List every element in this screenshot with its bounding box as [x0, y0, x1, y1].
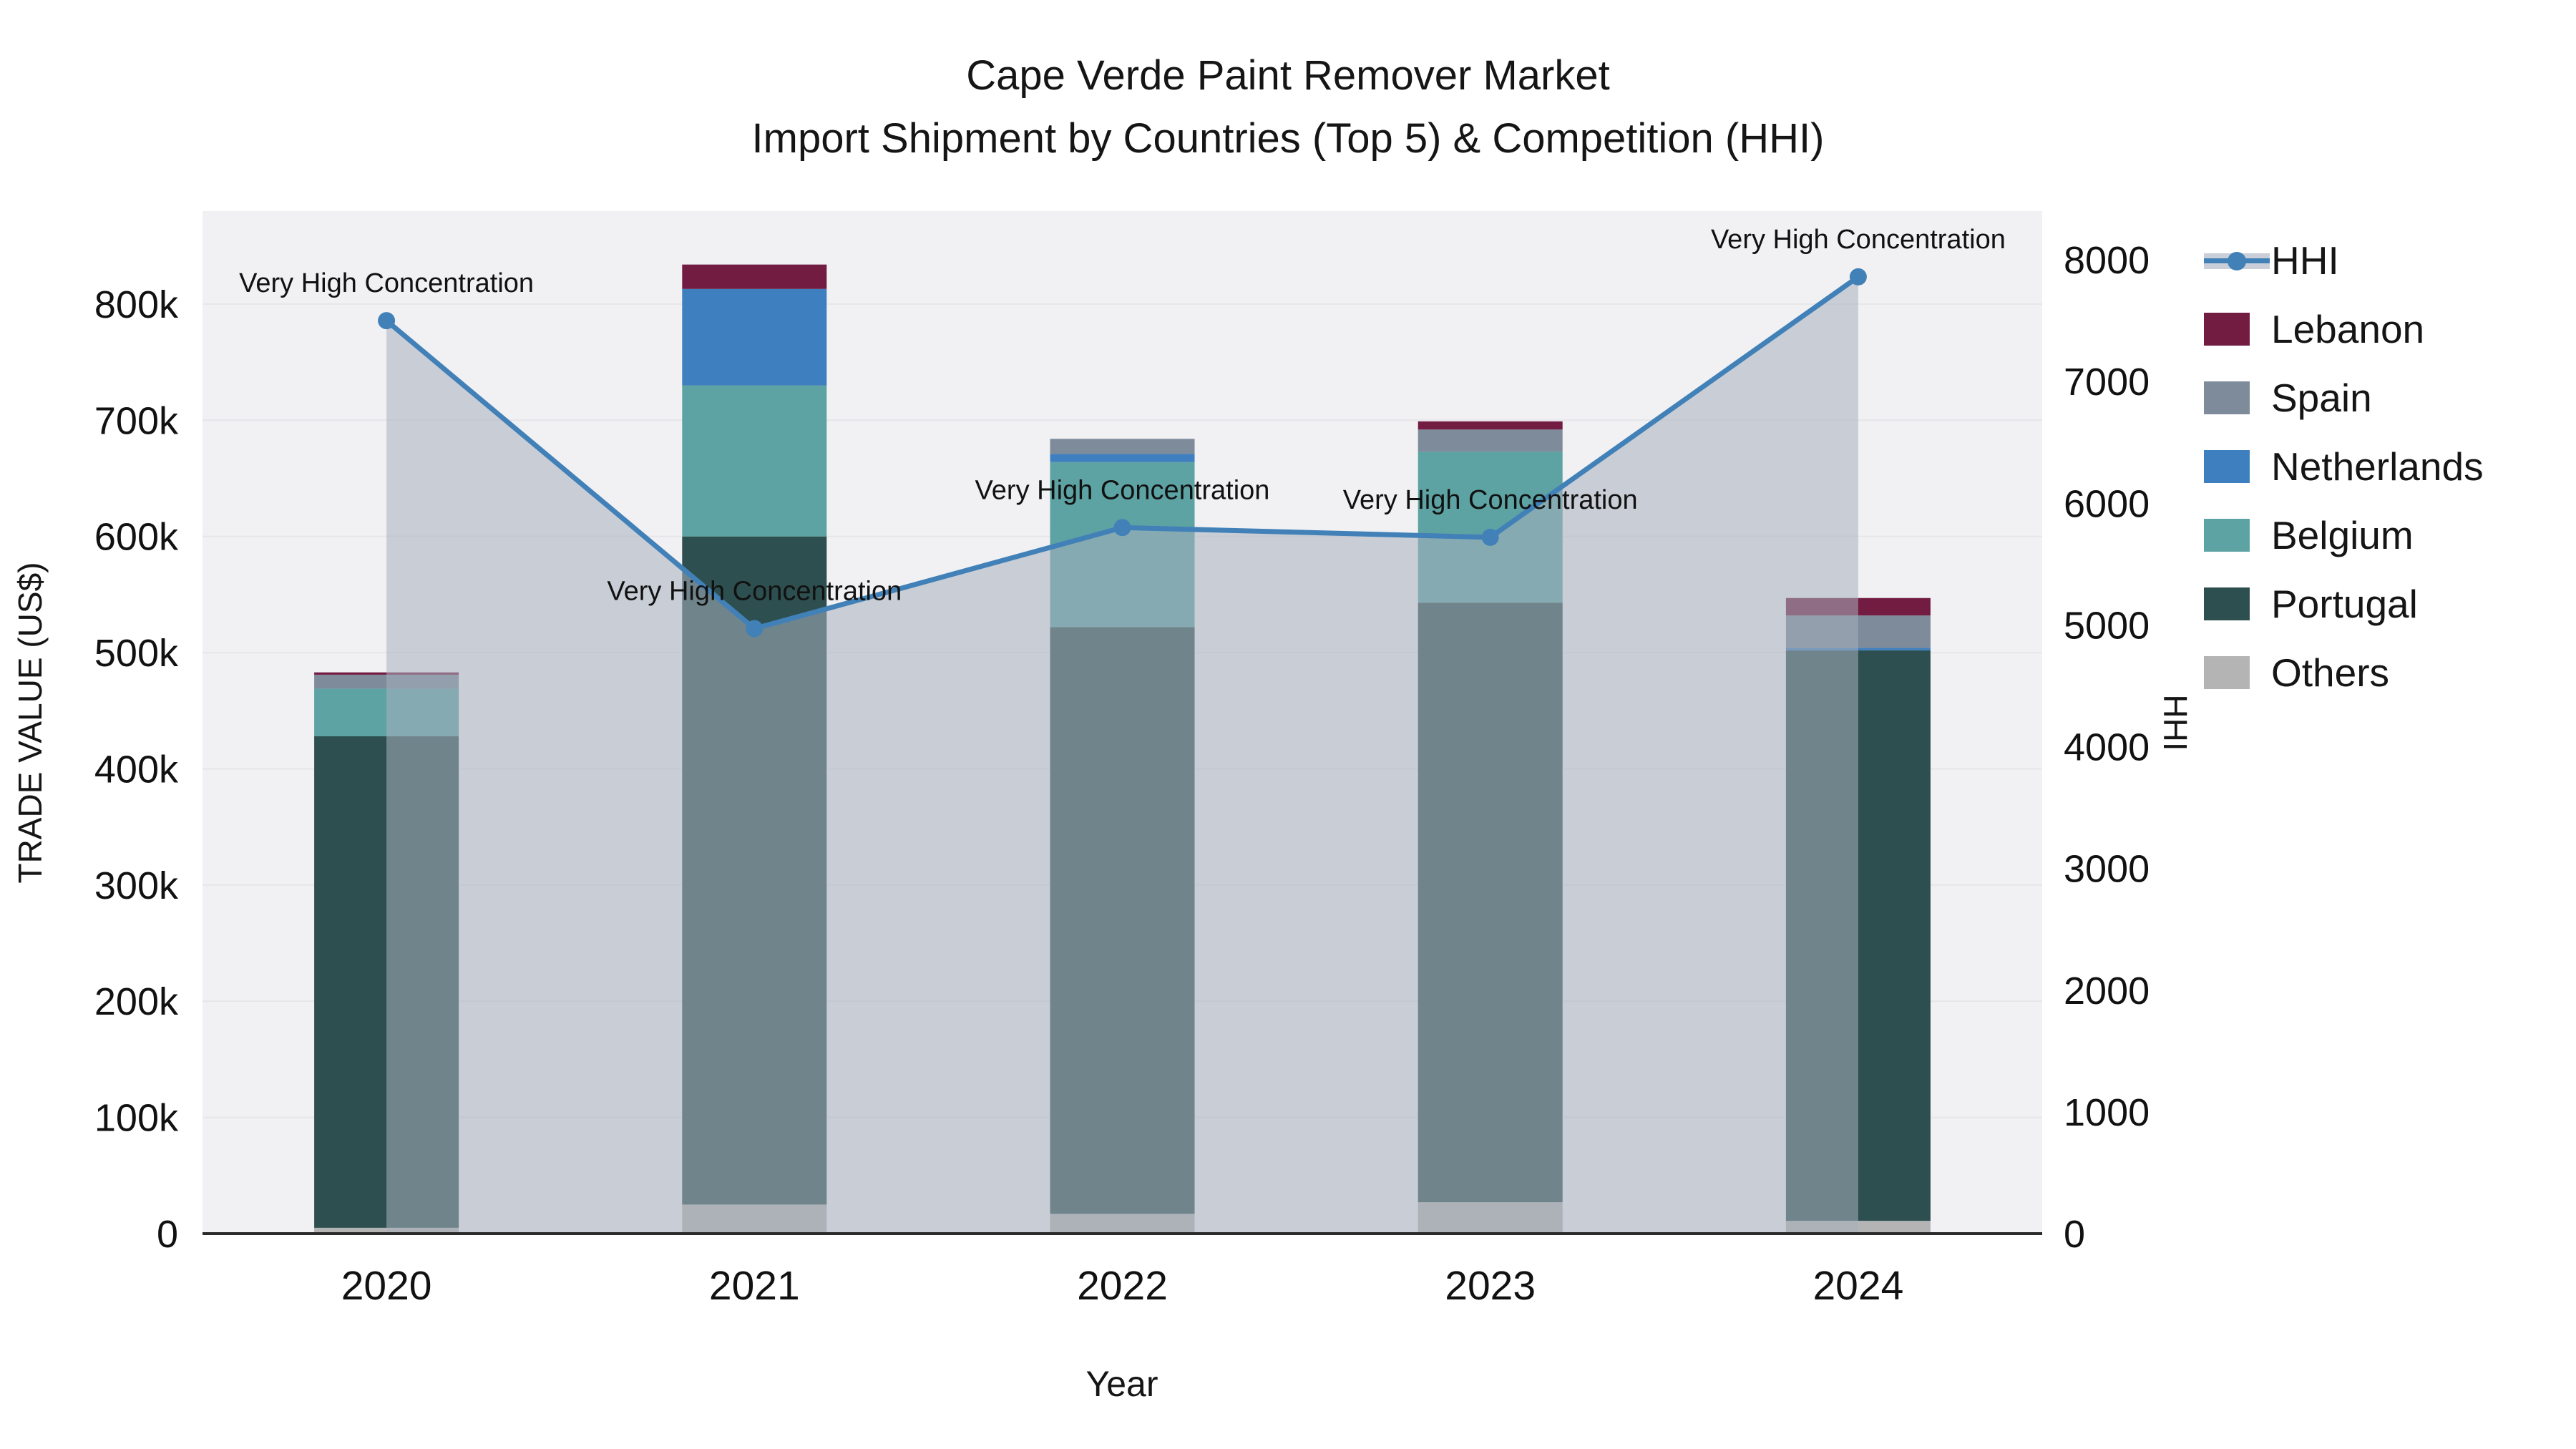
legend-label: Portugal [2271, 582, 2418, 626]
x-tick-2021: 2021 [709, 1263, 800, 1309]
legend-label: Netherlands [2271, 444, 2484, 489]
annotation-2024: Very High Concentration [1711, 225, 2006, 255]
y-right-tick: 1000 [2064, 1091, 2150, 1134]
legend-swatch-lebanon [2204, 313, 2250, 346]
y-left-tick: 200k [94, 980, 179, 1023]
legend-item-others[interactable]: Others [2204, 638, 2484, 707]
hhi-point-2024[interactable] [1849, 268, 1867, 286]
legend-item-netherlands[interactable]: Netherlands [2204, 432, 2484, 501]
legend-label: Belgium [2271, 513, 2414, 557]
legend-item-portugal[interactable]: Portugal [2204, 570, 2484, 638]
legend-label: HHI [2271, 238, 2339, 283]
bar-lebanon-2021[interactable] [682, 264, 827, 289]
x-tick-2023: 2023 [1445, 1263, 1536, 1309]
y-right-tick: 2000 [2064, 970, 2150, 1013]
annotation-2023: Very High Concentration [1343, 485, 1638, 515]
legend-item-belgium[interactable]: Belgium [2204, 501, 2484, 570]
y-axis-title-right: HHI [2157, 694, 2194, 751]
chart-title-line1: Cape Verde Paint Remover Market [966, 52, 1610, 99]
y-right-tick: 5000 [2064, 604, 2150, 647]
bar-netherlands-2021[interactable] [682, 288, 827, 386]
bar-netherlands-2022[interactable] [1050, 454, 1195, 462]
legend-swatch-belgium [2204, 519, 2250, 552]
legend-swatch-spain [2204, 381, 2250, 414]
y-left-tick: 0 [157, 1213, 178, 1256]
hhi-point-2020[interactable] [378, 312, 396, 330]
hhi-point-2022[interactable] [1113, 519, 1131, 537]
y-right-tick: 8000 [2064, 239, 2150, 282]
y-left-tick: 600k [94, 516, 179, 559]
x-axis-title: Year [1085, 1364, 1158, 1404]
legend-item-hhi[interactable]: HHI [2204, 226, 2484, 295]
bar-spain-2022[interactable] [1050, 439, 1195, 454]
legend-swatch-others [2204, 656, 2250, 689]
legend-label: Spain [2271, 376, 2372, 420]
hhi-area-fill [386, 276, 1858, 1234]
y-axis-title-left: TRADE VALUE (US$) [11, 562, 49, 884]
x-tick-2022: 2022 [1077, 1263, 1168, 1309]
annotation-2022: Very High Concentration [975, 475, 1270, 505]
legend-swatch-netherlands [2204, 450, 2250, 483]
y-right-tick: 3000 [2064, 848, 2150, 891]
bar-lebanon-2023[interactable] [1418, 421, 1563, 430]
bar-belgium-2021[interactable] [682, 385, 827, 537]
legend-item-lebanon[interactable]: Lebanon [2204, 295, 2484, 364]
y-right-tick: 6000 [2064, 482, 2150, 525]
annotation-2021: Very High Concentration [607, 577, 902, 607]
hhi-point-2023[interactable] [1481, 528, 1499, 546]
legend-item-spain[interactable]: Spain [2204, 364, 2484, 432]
legend-label: Lebanon [2271, 307, 2425, 351]
y-right-tick: 4000 [2064, 726, 2150, 769]
hhi-point-2021[interactable] [746, 620, 763, 638]
y-left-tick: 700k [94, 399, 179, 442]
legend: HHI Lebanon Spain Netherlands Belgium Portuga… [2204, 226, 2484, 707]
chart-title: Cape Verde Paint Remover Market Import S… [752, 44, 1825, 170]
y-right-tick: 7000 [2064, 361, 2150, 404]
y-left-tick: 100k [94, 1097, 179, 1140]
y-left-tick: 500k [94, 632, 179, 675]
annotation-2020: Very High Concentration [239, 268, 534, 298]
hhi-line-sample-icon [2204, 244, 2270, 277]
x-tick-2024: 2024 [1813, 1263, 1903, 1309]
bar-spain-2023[interactable] [1418, 429, 1563, 452]
y-left-tick: 800k [94, 283, 179, 326]
y-left-tick: 400k [94, 748, 179, 791]
legend-swatch-portugal [2204, 587, 2250, 620]
y-left-tick: 300k [94, 864, 179, 907]
chart-title-line2: Import Shipment by Countries (Top 5) & C… [751, 115, 1825, 162]
legend-label: Others [2271, 650, 2390, 695]
x-tick-2020: 2020 [341, 1263, 432, 1309]
y-right-tick: 0 [2064, 1213, 2085, 1256]
